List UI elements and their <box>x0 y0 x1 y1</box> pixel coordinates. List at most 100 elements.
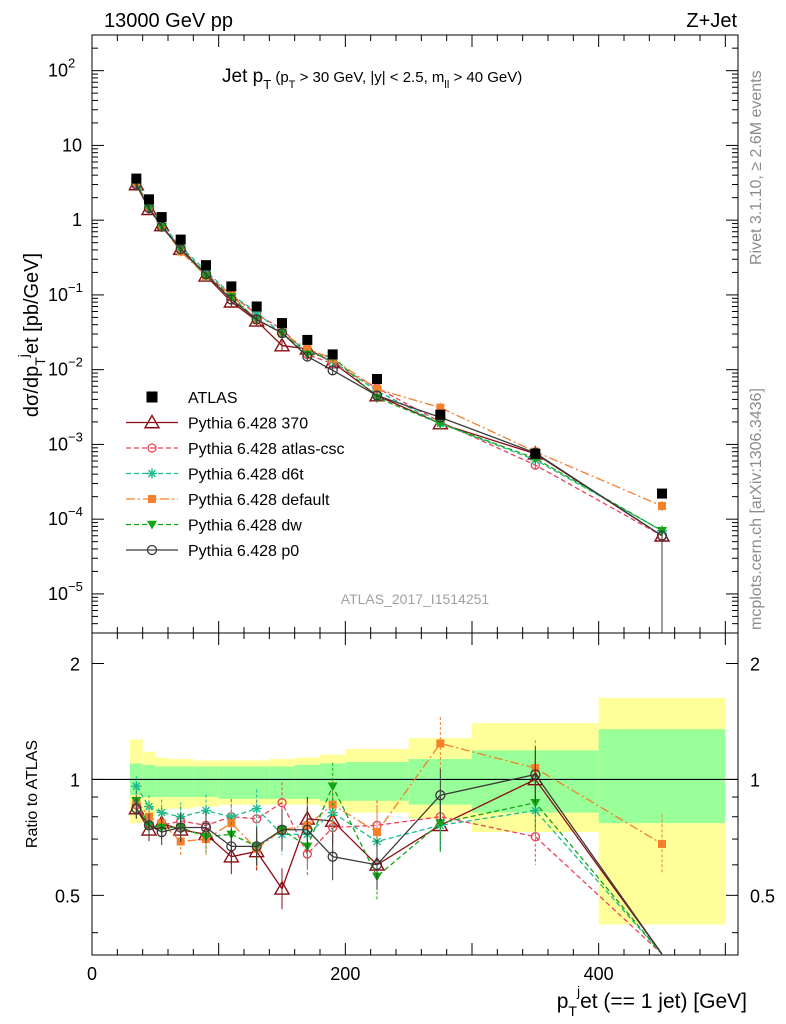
main-plot-content <box>128 173 671 633</box>
ratio-point <box>302 824 313 835</box>
legend-marker <box>147 468 157 479</box>
data-point <box>303 344 312 353</box>
legend-label: Pythia 6.428 atlas-csc <box>188 441 345 458</box>
series-p370 <box>128 176 671 542</box>
data-point <box>251 307 262 318</box>
y-tick-label: 1 <box>72 210 82 230</box>
data-point <box>156 221 167 232</box>
data-point <box>131 173 142 184</box>
data-point <box>530 448 541 459</box>
uncertainty-band-inner <box>218 766 244 799</box>
legend-marker <box>143 414 161 429</box>
ratio-point <box>175 822 186 833</box>
ratio-point <box>131 781 142 792</box>
y-tick-label: 10−1 <box>48 280 83 305</box>
data-point <box>302 351 313 362</box>
legend-marker <box>146 544 158 556</box>
legend-marker <box>147 520 157 530</box>
ratio-point <box>658 839 666 848</box>
ratio-point <box>373 828 381 837</box>
legend-entry-dw: Pythia 6.428 dw <box>126 518 302 535</box>
data-point <box>372 374 382 385</box>
ratio-y-tick-label: 1 <box>70 770 80 790</box>
ratio-point <box>156 826 167 838</box>
legend-entry-default: Pythia 6.428 default <box>126 492 330 509</box>
data-point <box>251 314 262 325</box>
ratio-point <box>251 841 262 852</box>
energy-label: 13000 GeV pp <box>104 10 233 32</box>
main-plot-title: Jet pT (pT > 30 GeV, |y| < 2.5, mll > 40… <box>222 66 522 92</box>
ratio-plot-frame <box>91 632 739 956</box>
y-tick-label: 10 <box>62 135 82 155</box>
data-point <box>156 212 167 223</box>
main-y-axis-label: dσ/dpTjet [pb/GeV] <box>15 253 48 417</box>
analysis-watermark: ATLAS_2017_I1514251 <box>341 591 490 607</box>
y-tick-label: 10−2 <box>48 355 83 380</box>
data-point <box>175 234 186 245</box>
uncertainty-band-inner <box>155 766 168 798</box>
ratio-y-tick-label-right: 2 <box>750 654 760 674</box>
uncertainty-band-inner <box>345 761 409 801</box>
ratio-y-tick-label-right: 1 <box>750 770 760 790</box>
data-point <box>658 502 666 511</box>
legend-entry-p0: Pythia 6.428 p0 <box>126 543 299 560</box>
data-point <box>251 301 262 312</box>
uncertainty-band-inner <box>244 766 270 799</box>
data-point <box>436 403 445 412</box>
data-point <box>373 385 381 394</box>
ratio-y-tick-label: 2 <box>70 654 80 674</box>
data-point <box>327 365 338 376</box>
ratio-point <box>251 803 262 814</box>
ratio-point <box>201 805 211 816</box>
series-line-d6t <box>135 179 663 532</box>
series-line-atlas_csc <box>135 183 663 537</box>
ratio-point <box>371 859 383 871</box>
series-p0 <box>131 179 668 541</box>
uncertainty-band-inner <box>168 766 194 798</box>
y-tick-label: 10−4 <box>48 504 83 529</box>
main-axes: 10−5 10−4 10−3 10−2 10−1 1 10 102 <box>48 34 738 634</box>
ratio-point <box>530 798 541 808</box>
data-point <box>435 419 446 429</box>
data-point <box>276 327 288 339</box>
ratio-y-tick-label-right: 0.5 <box>750 886 775 906</box>
ratio-point <box>435 819 446 829</box>
series-atlas-data <box>131 173 667 499</box>
ratio-point <box>277 798 287 808</box>
data-point <box>226 281 237 292</box>
data-point <box>277 318 287 329</box>
y-tick-label: 10−5 <box>48 579 83 604</box>
ratio-point <box>273 880 291 895</box>
ratio-series-p0 <box>131 746 663 955</box>
legend-label: Pythia 6.428 dw <box>188 518 302 535</box>
legend-marker <box>146 391 158 403</box>
data-point <box>302 334 313 345</box>
legend-label: Pythia 6.428 d6t <box>188 467 304 484</box>
y-tick-label: 102 <box>48 56 75 81</box>
rivet-version-label: Rivet 3.1.10, ≥ 2.6M events <box>748 70 765 265</box>
legend-label: Pythia 6.428 default <box>188 492 330 509</box>
ratio-point <box>327 851 338 862</box>
uncertainty-band-inner <box>598 729 726 824</box>
x-tick-label: 400 <box>584 964 614 984</box>
data-point <box>226 294 237 305</box>
legend-entry-data: ATLAS <box>146 390 238 407</box>
x-tick-label: 0 <box>87 964 97 984</box>
legend: ATLAS Pythia 6.428 370 Pythia 6.428 atlas-… <box>126 390 345 560</box>
data-point <box>201 260 211 271</box>
ratio-point <box>131 803 142 814</box>
ratio-point <box>143 820 155 831</box>
process-label: Z+Jet <box>686 10 737 32</box>
uncertainty-band-inner <box>142 765 156 798</box>
legend-entry-atlas_csc: Pythia 6.428 atlas-csc <box>126 441 345 458</box>
x-axis-label: pTjet (== 1 jet) [GeV] <box>557 983 747 1019</box>
ratio-plot-content <box>92 697 738 955</box>
data-point <box>371 390 383 401</box>
ratio-point <box>530 769 541 780</box>
x-tick-label: 200 <box>330 964 360 984</box>
ratio-point <box>435 790 446 801</box>
ratio-point <box>200 822 212 833</box>
series-default <box>132 177 666 512</box>
data-point <box>435 409 446 420</box>
